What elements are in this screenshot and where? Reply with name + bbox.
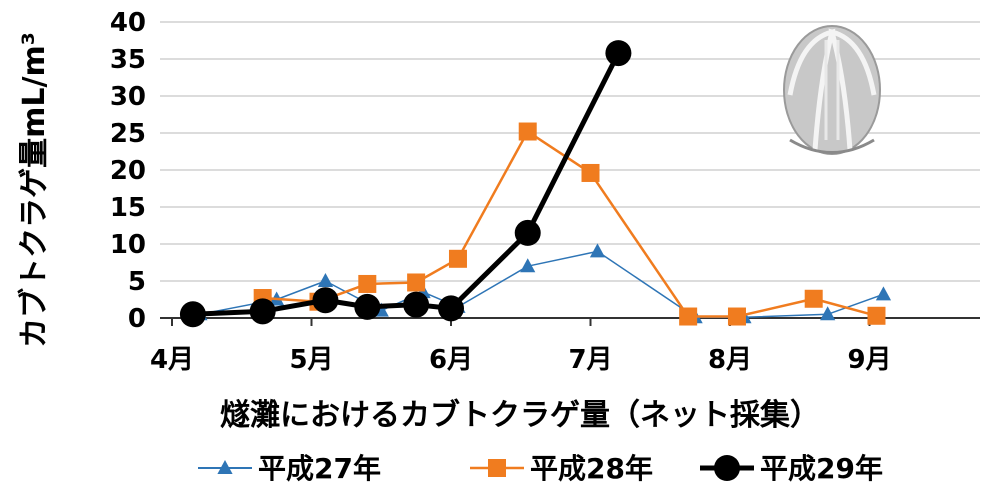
data-point — [354, 293, 381, 320]
jellyfish-body — [783, 25, 881, 155]
y-tick-label: 40 — [110, 8, 146, 38]
series-1 — [192, 243, 892, 324]
data-point — [820, 306, 836, 321]
legend-marker — [714, 455, 740, 481]
data-point — [518, 122, 537, 141]
data-point — [448, 249, 467, 268]
data-point — [514, 219, 541, 246]
axes: 0 5 10 15 20 25 30 35 40 4月 5月 6月 7月 8月 9月 — [110, 8, 980, 375]
data-point — [727, 307, 746, 326]
series-line — [199, 250, 884, 319]
series-line — [262, 130, 877, 318]
jellyfish-center — [824, 40, 840, 140]
jellyfish-illustration — [783, 25, 881, 155]
data-point — [179, 301, 206, 328]
series-3 — [179, 40, 632, 328]
legend-item: 平成27年 — [198, 452, 381, 485]
data-point — [403, 291, 430, 318]
x-tick-label: 6月 — [429, 345, 473, 375]
data-point — [438, 295, 464, 322]
legend: 平成27年 平成28年 平成29年 — [198, 452, 883, 485]
legend-marker — [488, 459, 506, 477]
y-tick-label: 25 — [110, 119, 146, 149]
y-tick-label: 35 — [110, 45, 146, 75]
y-tick-label: 5 — [128, 267, 146, 297]
x-tick-label: 9月 — [847, 345, 891, 375]
x-tick-label: 8月 — [708, 345, 752, 375]
data-point — [312, 287, 339, 314]
data-point — [407, 273, 426, 292]
x-tick-label: 4月 — [150, 345, 194, 375]
x-axis-title: 燧灘におけるカブトクラゲ量（ネット採集） — [220, 398, 820, 433]
jellyfish-lobe-right — [828, 28, 877, 151]
x-tick-label: 5月 — [289, 345, 333, 375]
data-point — [589, 243, 606, 258]
y-axis-title: カブトクラゲ量mL/m³ — [17, 32, 52, 348]
data-point — [249, 298, 276, 325]
legend-label: 平成29年 — [760, 452, 883, 485]
y-tick-label: 15 — [110, 193, 146, 223]
data-point — [875, 286, 892, 301]
gridlines — [160, 21, 980, 282]
series-line — [192, 51, 621, 317]
x-tick-label: 7月 — [568, 345, 612, 375]
series — [179, 40, 892, 328]
data-point — [804, 289, 823, 308]
data-point — [581, 163, 600, 182]
data-point — [867, 306, 886, 325]
legend-item: 平成28年 — [470, 452, 653, 485]
y-tick-label: 0 — [128, 304, 146, 334]
y-tick-label: 20 — [110, 156, 146, 186]
jellyfish-bottom — [789, 138, 875, 154]
data-point — [679, 307, 698, 326]
data-point — [317, 273, 334, 287]
legend-label: 平成28年 — [530, 452, 653, 485]
y-tick-label: 30 — [110, 82, 146, 112]
legend-item: 平成29年 — [700, 452, 883, 485]
y-tick-label: 10 — [110, 230, 146, 260]
labels: 燧灘におけるカブトクラゲ量（ネット採集） カブトクラゲ量mL/m³ — [17, 32, 820, 433]
legend-label: 平成27年 — [258, 452, 381, 485]
data-point — [520, 258, 536, 273]
series-2 — [253, 122, 886, 326]
legend-marker — [217, 460, 233, 474]
data-point — [605, 40, 632, 67]
data-point — [358, 274, 377, 293]
